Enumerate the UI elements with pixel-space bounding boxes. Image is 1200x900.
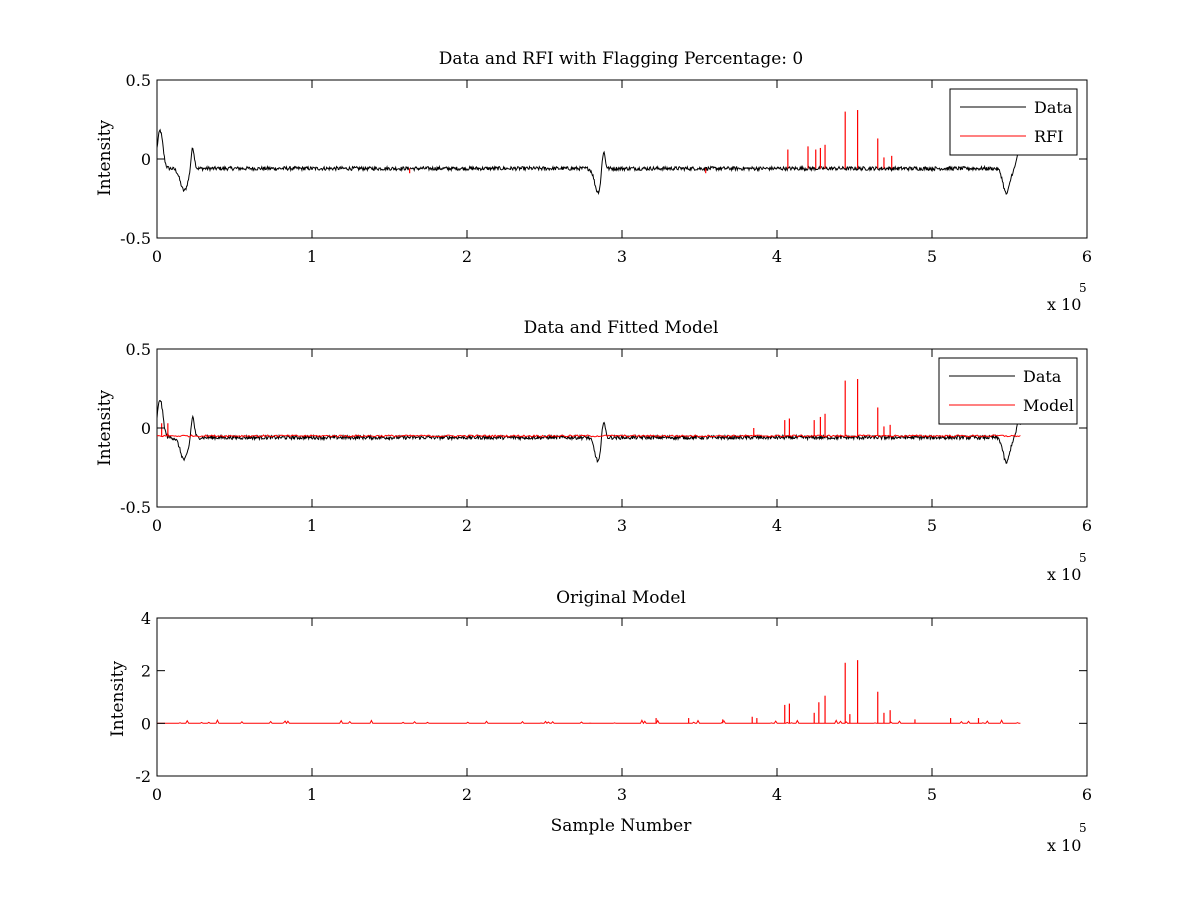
x-tick-label: 5 bbox=[927, 785, 937, 804]
x-tick-label: 1 bbox=[307, 516, 317, 535]
legend-box bbox=[949, 88, 1078, 156]
panel-original-model: Original Model Intensity Sample Number x… bbox=[108, 588, 1092, 855]
panel-rfi: Data and RFI with Flagging Percentage: 0… bbox=[95, 49, 1092, 314]
legend-label: Data bbox=[1023, 367, 1062, 386]
legend-label: Data bbox=[1034, 98, 1073, 117]
x-tick-label: 5 bbox=[927, 247, 937, 266]
legend: Data Model bbox=[938, 357, 1078, 425]
x-tick-label: 4 bbox=[772, 516, 782, 535]
y-tick-label: -0.5 bbox=[120, 498, 151, 517]
x-multiplier-exponent: 5 bbox=[1079, 281, 1087, 295]
series-line-model bbox=[156, 434, 1021, 438]
legend-box bbox=[938, 357, 1078, 425]
y-tick-label: 0 bbox=[141, 714, 151, 733]
x-tick-label: 0 bbox=[152, 247, 162, 266]
y-tick-label: 0 bbox=[141, 150, 151, 169]
x-tick-label: 1 bbox=[307, 247, 317, 266]
y-tick-label: 4 bbox=[141, 609, 151, 628]
legend: Data RFI bbox=[949, 88, 1078, 156]
x-tick-label: 6 bbox=[1082, 247, 1092, 266]
y-tick-label: 0.5 bbox=[126, 340, 151, 359]
x-axis-label: Sample Number bbox=[551, 816, 693, 836]
panel-model-fit: Data and Fitted Model Intensity x 10 5 0… bbox=[95, 318, 1092, 584]
y-tick-label: 0.5 bbox=[126, 71, 151, 90]
series-line-data bbox=[156, 128, 1021, 196]
y-tick-label: 2 bbox=[141, 662, 151, 681]
x-tick-label: 4 bbox=[772, 247, 782, 266]
y-axis-label: Intensity bbox=[108, 661, 128, 737]
chart-title: Original Model bbox=[556, 588, 686, 608]
x-tick-label: 6 bbox=[1082, 516, 1092, 535]
legend-label: Model bbox=[1023, 396, 1074, 415]
legend-label: RFI bbox=[1034, 127, 1063, 146]
x-tick-label: 0 bbox=[152, 785, 162, 804]
x-tick-label: 1 bbox=[307, 785, 317, 804]
x-tick-label: 3 bbox=[617, 247, 627, 266]
x-tick-label: 3 bbox=[617, 516, 627, 535]
x-multiplier: x 10 bbox=[1047, 295, 1081, 314]
series-line-model bbox=[157, 719, 1021, 725]
x-multiplier: x 10 bbox=[1047, 836, 1081, 855]
x-multiplier-exponent: 5 bbox=[1079, 551, 1087, 565]
y-axis-label: Intensity bbox=[95, 120, 115, 196]
x-multiplier: x 10 bbox=[1047, 565, 1081, 584]
x-tick-label: 5 bbox=[927, 516, 937, 535]
chart-title: Data and RFI with Flagging Percentage: 0 bbox=[439, 49, 803, 69]
series-line-data bbox=[156, 399, 1021, 465]
plot-frame bbox=[156, 79, 1088, 239]
chart-title: Data and Fitted Model bbox=[524, 318, 719, 338]
x-tick-label: 2 bbox=[462, 516, 472, 535]
x-tick-label: 4 bbox=[772, 785, 782, 804]
x-tick-label: 2 bbox=[462, 785, 472, 804]
plot-frame bbox=[156, 617, 1088, 777]
y-tick-label: -2 bbox=[135, 767, 151, 786]
y-tick-label: -0.5 bbox=[120, 229, 151, 248]
x-tick-label: 2 bbox=[462, 247, 472, 266]
x-multiplier-exponent: 5 bbox=[1079, 821, 1087, 835]
y-axis-label: Intensity bbox=[95, 390, 115, 466]
x-tick-label: 3 bbox=[617, 785, 627, 804]
x-tick-label: 0 bbox=[152, 516, 162, 535]
y-tick-label: 0 bbox=[141, 419, 151, 438]
x-tick-label: 6 bbox=[1082, 785, 1092, 804]
